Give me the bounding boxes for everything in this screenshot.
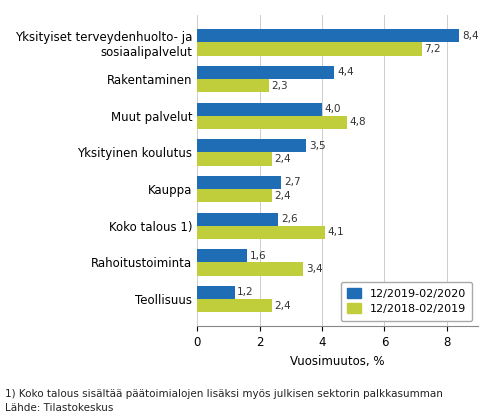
Text: 1,6: 1,6 xyxy=(249,251,266,261)
Bar xyxy=(197,152,272,166)
Text: 2,6: 2,6 xyxy=(281,214,297,224)
Text: 4,8: 4,8 xyxy=(350,117,366,127)
Text: 4,4: 4,4 xyxy=(337,67,353,77)
Bar xyxy=(197,176,282,189)
Bar xyxy=(197,299,272,312)
Text: 3,5: 3,5 xyxy=(309,141,325,151)
Text: Lähde: Tilastokeskus: Lähde: Tilastokeskus xyxy=(5,403,113,413)
Bar xyxy=(197,226,325,239)
Bar xyxy=(197,286,235,299)
Bar xyxy=(197,79,269,92)
Text: 2,4: 2,4 xyxy=(275,154,291,164)
Bar xyxy=(197,116,347,129)
Text: 2,4: 2,4 xyxy=(275,301,291,311)
Bar xyxy=(197,66,334,79)
Text: 3,4: 3,4 xyxy=(306,264,322,274)
Bar xyxy=(197,29,459,42)
Bar xyxy=(197,213,279,226)
Bar xyxy=(197,42,422,56)
Text: 1,2: 1,2 xyxy=(237,287,254,297)
Text: 8,4: 8,4 xyxy=(462,31,478,41)
X-axis label: Vuosimuutos, %: Vuosimuutos, % xyxy=(290,355,385,368)
Bar xyxy=(197,189,272,202)
Text: 2,3: 2,3 xyxy=(272,81,288,91)
Bar xyxy=(197,102,322,116)
Legend: 12/2019-02/2020, 12/2018-02/2019: 12/2019-02/2020, 12/2018-02/2019 xyxy=(341,282,472,321)
Text: 4,1: 4,1 xyxy=(328,227,344,238)
Bar xyxy=(197,139,307,152)
Text: 4,0: 4,0 xyxy=(324,104,341,114)
Text: 1) Koko talous sisältää päätoimialojen lisäksi myös julkisen sektorin palkkasumm: 1) Koko talous sisältää päätoimialojen l… xyxy=(5,389,443,399)
Text: 7,2: 7,2 xyxy=(424,44,441,54)
Text: 2,4: 2,4 xyxy=(275,191,291,201)
Text: 2,7: 2,7 xyxy=(284,178,301,188)
Bar xyxy=(197,262,303,276)
Bar xyxy=(197,249,247,262)
